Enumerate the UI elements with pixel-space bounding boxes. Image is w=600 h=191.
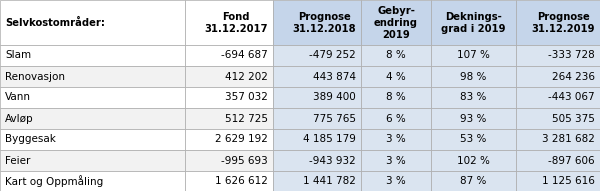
- Text: 107 %: 107 %: [457, 50, 490, 61]
- Bar: [361, 129, 431, 150]
- Bar: [0, 87, 185, 108]
- Bar: [273, 66, 361, 87]
- Text: Selvkostområder:: Selvkostområder:: [5, 17, 105, 28]
- Bar: [361, 108, 431, 129]
- Bar: [516, 66, 600, 87]
- Text: Deknings-
grad i 2019: Deknings- grad i 2019: [441, 11, 506, 33]
- Text: -443 067: -443 067: [548, 92, 595, 103]
- Text: 4 185 179: 4 185 179: [303, 134, 356, 145]
- Bar: [273, 108, 361, 129]
- Text: 443 874: 443 874: [313, 71, 356, 82]
- Bar: [185, 150, 273, 171]
- Text: 8 %: 8 %: [386, 50, 406, 61]
- Bar: [185, 0, 273, 45]
- Text: 1 626 612: 1 626 612: [215, 176, 268, 186]
- Bar: [516, 171, 600, 191]
- Text: Prognose
31.12.2018: Prognose 31.12.2018: [292, 11, 356, 33]
- Bar: [361, 0, 431, 45]
- Bar: [185, 171, 273, 191]
- Text: Feier: Feier: [5, 155, 31, 165]
- Bar: [185, 87, 273, 108]
- Bar: [431, 150, 516, 171]
- Bar: [516, 150, 600, 171]
- Text: 1 441 782: 1 441 782: [303, 176, 356, 186]
- Bar: [0, 150, 185, 171]
- Text: Slam: Slam: [5, 50, 31, 61]
- Bar: [361, 45, 431, 66]
- Text: 1 125 616: 1 125 616: [542, 176, 595, 186]
- Text: 3 281 682: 3 281 682: [542, 134, 595, 145]
- Text: Vann: Vann: [5, 92, 31, 103]
- Bar: [273, 150, 361, 171]
- Bar: [185, 45, 273, 66]
- Bar: [431, 66, 516, 87]
- Bar: [0, 129, 185, 150]
- Text: Gebyr-
endring
2019: Gebyr- endring 2019: [374, 6, 418, 40]
- Text: 3 %: 3 %: [386, 155, 406, 165]
- Bar: [431, 45, 516, 66]
- Text: 512 725: 512 725: [225, 113, 268, 124]
- Bar: [431, 87, 516, 108]
- Bar: [516, 108, 600, 129]
- Text: -995 693: -995 693: [221, 155, 268, 165]
- Bar: [361, 171, 431, 191]
- Bar: [0, 0, 185, 45]
- Text: 102 %: 102 %: [457, 155, 490, 165]
- Bar: [273, 87, 361, 108]
- Text: Fond
31.12.2017: Fond 31.12.2017: [205, 11, 268, 33]
- Bar: [273, 171, 361, 191]
- Text: -479 252: -479 252: [309, 50, 356, 61]
- Bar: [0, 108, 185, 129]
- Text: 389 400: 389 400: [313, 92, 356, 103]
- Bar: [273, 45, 361, 66]
- Text: 87 %: 87 %: [460, 176, 487, 186]
- Text: Kart og Oppmåling: Kart og Oppmåling: [5, 176, 103, 187]
- Text: 53 %: 53 %: [460, 134, 487, 145]
- Text: 98 %: 98 %: [460, 71, 487, 82]
- Bar: [0, 171, 185, 191]
- Text: 264 236: 264 236: [552, 71, 595, 82]
- Text: 3 %: 3 %: [386, 134, 406, 145]
- Text: 4 %: 4 %: [386, 71, 406, 82]
- Bar: [361, 87, 431, 108]
- Bar: [361, 66, 431, 87]
- Text: 93 %: 93 %: [460, 113, 487, 124]
- Bar: [185, 108, 273, 129]
- Bar: [361, 150, 431, 171]
- Bar: [431, 171, 516, 191]
- Text: 3 %: 3 %: [386, 176, 406, 186]
- Text: -897 606: -897 606: [548, 155, 595, 165]
- Text: -694 687: -694 687: [221, 50, 268, 61]
- Bar: [516, 87, 600, 108]
- Bar: [0, 66, 185, 87]
- Text: 357 032: 357 032: [225, 92, 268, 103]
- Text: Renovasjon: Renovasjon: [5, 71, 65, 82]
- Bar: [185, 129, 273, 150]
- Bar: [431, 129, 516, 150]
- Text: 775 765: 775 765: [313, 113, 356, 124]
- Bar: [516, 129, 600, 150]
- Bar: [185, 66, 273, 87]
- Text: Byggesak: Byggesak: [5, 134, 56, 145]
- Text: -943 932: -943 932: [309, 155, 356, 165]
- Bar: [516, 45, 600, 66]
- Text: 8 %: 8 %: [386, 92, 406, 103]
- Bar: [273, 129, 361, 150]
- Text: 505 375: 505 375: [552, 113, 595, 124]
- Text: 412 202: 412 202: [225, 71, 268, 82]
- Bar: [431, 108, 516, 129]
- Text: 83 %: 83 %: [460, 92, 487, 103]
- Bar: [516, 0, 600, 45]
- Bar: [273, 0, 361, 45]
- Bar: [431, 0, 516, 45]
- Text: 2 629 192: 2 629 192: [215, 134, 268, 145]
- Text: -333 728: -333 728: [548, 50, 595, 61]
- Bar: [0, 45, 185, 66]
- Text: 6 %: 6 %: [386, 113, 406, 124]
- Text: Prognose
31.12.2019: Prognose 31.12.2019: [532, 11, 595, 33]
- Text: Avløp: Avløp: [5, 113, 34, 124]
